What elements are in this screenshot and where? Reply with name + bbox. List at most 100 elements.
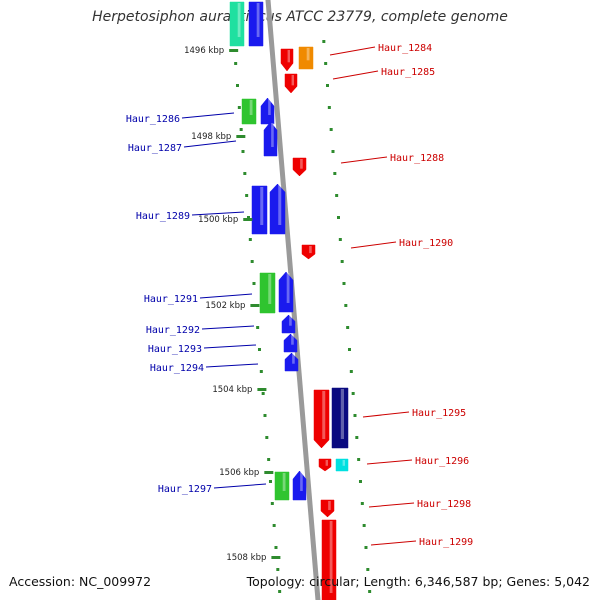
ring-dot bbox=[353, 414, 357, 417]
gene-leader bbox=[201, 325, 255, 330]
feature-highlight bbox=[309, 246, 312, 254]
gene-label-forward: Haur_1298 bbox=[417, 499, 471, 510]
gene-feature bbox=[320, 499, 335, 518]
ring-dot bbox=[368, 590, 372, 593]
ring-dot bbox=[234, 62, 238, 65]
ring-dot bbox=[245, 194, 249, 197]
gene-feature bbox=[278, 271, 294, 313]
gene-label-forward: Haur_1295 bbox=[412, 408, 466, 419]
ring-dot bbox=[322, 40, 326, 43]
gene-feature bbox=[335, 458, 349, 472]
gene-label-forward: Haur_1288 bbox=[390, 153, 444, 164]
tick-label: 1502 kbp bbox=[205, 301, 245, 311]
ring-dot bbox=[250, 260, 254, 263]
feature-highlight bbox=[289, 316, 292, 326]
ring-dot bbox=[346, 326, 350, 329]
ring-dot bbox=[338, 238, 342, 241]
map-title: Herpetosiphon aurantiacus ATCC 23779, co… bbox=[92, 9, 508, 25]
gene-leader bbox=[205, 363, 259, 368]
feature-highlight bbox=[237, 3, 241, 37]
ring-dot bbox=[349, 370, 353, 373]
ring-dot bbox=[276, 568, 280, 571]
ring-dot bbox=[263, 414, 267, 417]
gene-leader bbox=[332, 70, 379, 80]
feature-highlight bbox=[322, 391, 326, 439]
ring-dot bbox=[362, 524, 366, 527]
ring-dot bbox=[342, 282, 346, 285]
tick-mark bbox=[264, 471, 274, 474]
dotted-rings bbox=[232, 40, 372, 593]
gene-label-forward: Haur_1285 bbox=[381, 67, 435, 78]
gene-feature bbox=[269, 183, 286, 235]
gene-feature bbox=[280, 48, 294, 72]
feature-highlight bbox=[291, 75, 294, 86]
feature-highlight bbox=[268, 274, 272, 304]
tick-label: 1500 kbp bbox=[198, 215, 238, 225]
gene-label-forward: Haur_1299 bbox=[419, 537, 473, 548]
tick-label: 1506 kbp bbox=[219, 468, 259, 478]
ring-dot bbox=[265, 436, 269, 439]
ring-dot bbox=[340, 260, 344, 263]
ring-dot bbox=[357, 458, 361, 461]
gene-feature bbox=[301, 244, 316, 260]
feature-highlight bbox=[329, 521, 333, 593]
gene-label-reverse: Haur_1292 bbox=[146, 325, 200, 336]
gene-label-forward: Haur_1290 bbox=[399, 238, 453, 249]
ring-dot bbox=[239, 128, 243, 131]
ring-dot bbox=[252, 282, 256, 285]
gene-leader bbox=[329, 46, 376, 56]
feature-highlight bbox=[292, 354, 295, 364]
gene-feature bbox=[248, 1, 264, 47]
ring-dot bbox=[257, 348, 261, 351]
feature-highlight bbox=[300, 472, 303, 491]
tick-label: 1508 kbp bbox=[226, 553, 266, 563]
feature-highlight bbox=[325, 460, 328, 466]
accession-label: Accession: NC_009972 bbox=[9, 574, 152, 589]
ring-dot bbox=[336, 216, 340, 219]
tick-label: 1504 kbp bbox=[212, 385, 252, 395]
feature-highlight bbox=[278, 185, 282, 225]
feature-highlight bbox=[249, 100, 253, 115]
topology-label: Topology: circular; Length: 6,346,587 bp… bbox=[246, 574, 590, 589]
gene-leader bbox=[181, 112, 235, 119]
ring-dot bbox=[360, 502, 364, 505]
feature-highlight bbox=[342, 460, 345, 466]
ring-dot bbox=[237, 106, 241, 109]
gene-leader bbox=[213, 483, 267, 489]
gene-feature bbox=[260, 97, 275, 125]
ring-dot bbox=[333, 172, 337, 175]
gene-leader bbox=[350, 241, 397, 249]
gene-label-forward: Haur_1284 bbox=[378, 43, 432, 54]
scale-ticks: 1496 kbp 1498 kbp 1500 kbp 1502 kbp 1504 kbp… bbox=[184, 46, 281, 563]
feature-highlight bbox=[340, 389, 344, 439]
tick-mark bbox=[250, 304, 260, 307]
ring-dot bbox=[259, 370, 263, 373]
feature-highlight bbox=[256, 3, 260, 37]
feature-highlight bbox=[291, 335, 294, 345]
tick-mark bbox=[229, 49, 239, 52]
gene-leader bbox=[368, 502, 415, 508]
tick-mark bbox=[257, 388, 267, 391]
ring-dot bbox=[347, 348, 351, 351]
feature-highlight bbox=[286, 273, 290, 303]
gene-leader bbox=[362, 411, 410, 418]
gene-label-reverse: Haur_1287 bbox=[128, 143, 182, 154]
ring-dot bbox=[256, 326, 260, 329]
ring-dot bbox=[241, 150, 245, 153]
gene-leader bbox=[370, 540, 417, 546]
gene-feature bbox=[292, 470, 307, 501]
gene-feature bbox=[284, 73, 298, 94]
gene-leader bbox=[203, 344, 257, 349]
ring-dot bbox=[355, 436, 359, 439]
feature-highlight bbox=[268, 99, 271, 115]
ring-dot bbox=[325, 84, 329, 87]
gene-feature bbox=[229, 1, 245, 47]
gene-label-reverse: Haur_1293 bbox=[148, 344, 202, 355]
gene-label-reverse: Haur_1291 bbox=[144, 294, 198, 305]
gene-feature bbox=[331, 387, 349, 449]
tick-label: 1496 kbp bbox=[184, 46, 224, 56]
ring-dot bbox=[248, 238, 252, 241]
gene-label-reverse: Haur_1294 bbox=[150, 363, 204, 374]
ring-dot bbox=[344, 304, 348, 307]
